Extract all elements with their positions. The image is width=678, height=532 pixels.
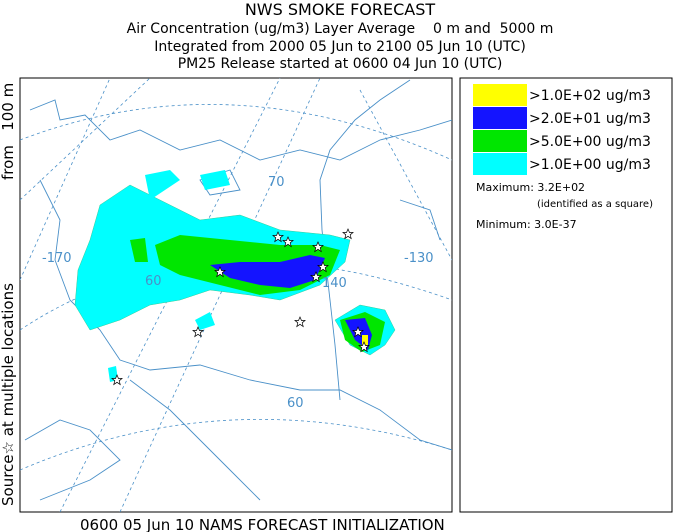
- map: 70 -170 60 140 -130 60: [19, 77, 453, 513]
- legend-label: >1.0E+00 ug/m3: [529, 157, 651, 173]
- plume: [74, 170, 396, 382]
- map-label: 60: [287, 396, 304, 411]
- source-markers: [111, 228, 370, 385]
- legend-swatch: [473, 153, 527, 175]
- minimum: Minimum: 3.0E-37: [476, 218, 577, 231]
- header-line: Integrated from 2000 05 Jun to 2100 05 J…: [154, 39, 526, 55]
- side-label: from 100 m: [0, 83, 17, 180]
- map-label: 60: [145, 274, 162, 289]
- map-label: 70: [268, 175, 285, 190]
- side-label: Source☆ at multiple locations: [0, 283, 17, 506]
- footer: 0600 05 Jun 10 NAMS FORECAST INITIALIZAT…: [80, 516, 445, 532]
- maximum: Maximum: 3.2E+02: [476, 181, 585, 194]
- legend: Maximum: 3.2E+02 (identified as a square…: [459, 77, 673, 513]
- legend-label: >2.0E+01 ug/m3: [529, 111, 651, 127]
- legend-swatch: [473, 84, 527, 106]
- legend-label: >5.0E+00 ug/m3: [529, 134, 651, 150]
- header-line: Air Concentration (ug/m3) Layer Average …: [127, 21, 554, 37]
- legend-label: >1.0E+02 ug/m3: [529, 88, 651, 104]
- maximum-note: (identified as a square): [537, 199, 653, 210]
- map-label: -130: [404, 251, 434, 266]
- header-line: PM25 Release started at 0600 04 Jun 10 (…: [178, 56, 503, 72]
- legend-swatch: [473, 107, 527, 129]
- map-label: -170: [42, 251, 72, 266]
- title: NWS SMOKE FORECAST: [245, 0, 436, 19]
- map-label: 140: [322, 276, 347, 291]
- legend-swatch: [473, 130, 527, 152]
